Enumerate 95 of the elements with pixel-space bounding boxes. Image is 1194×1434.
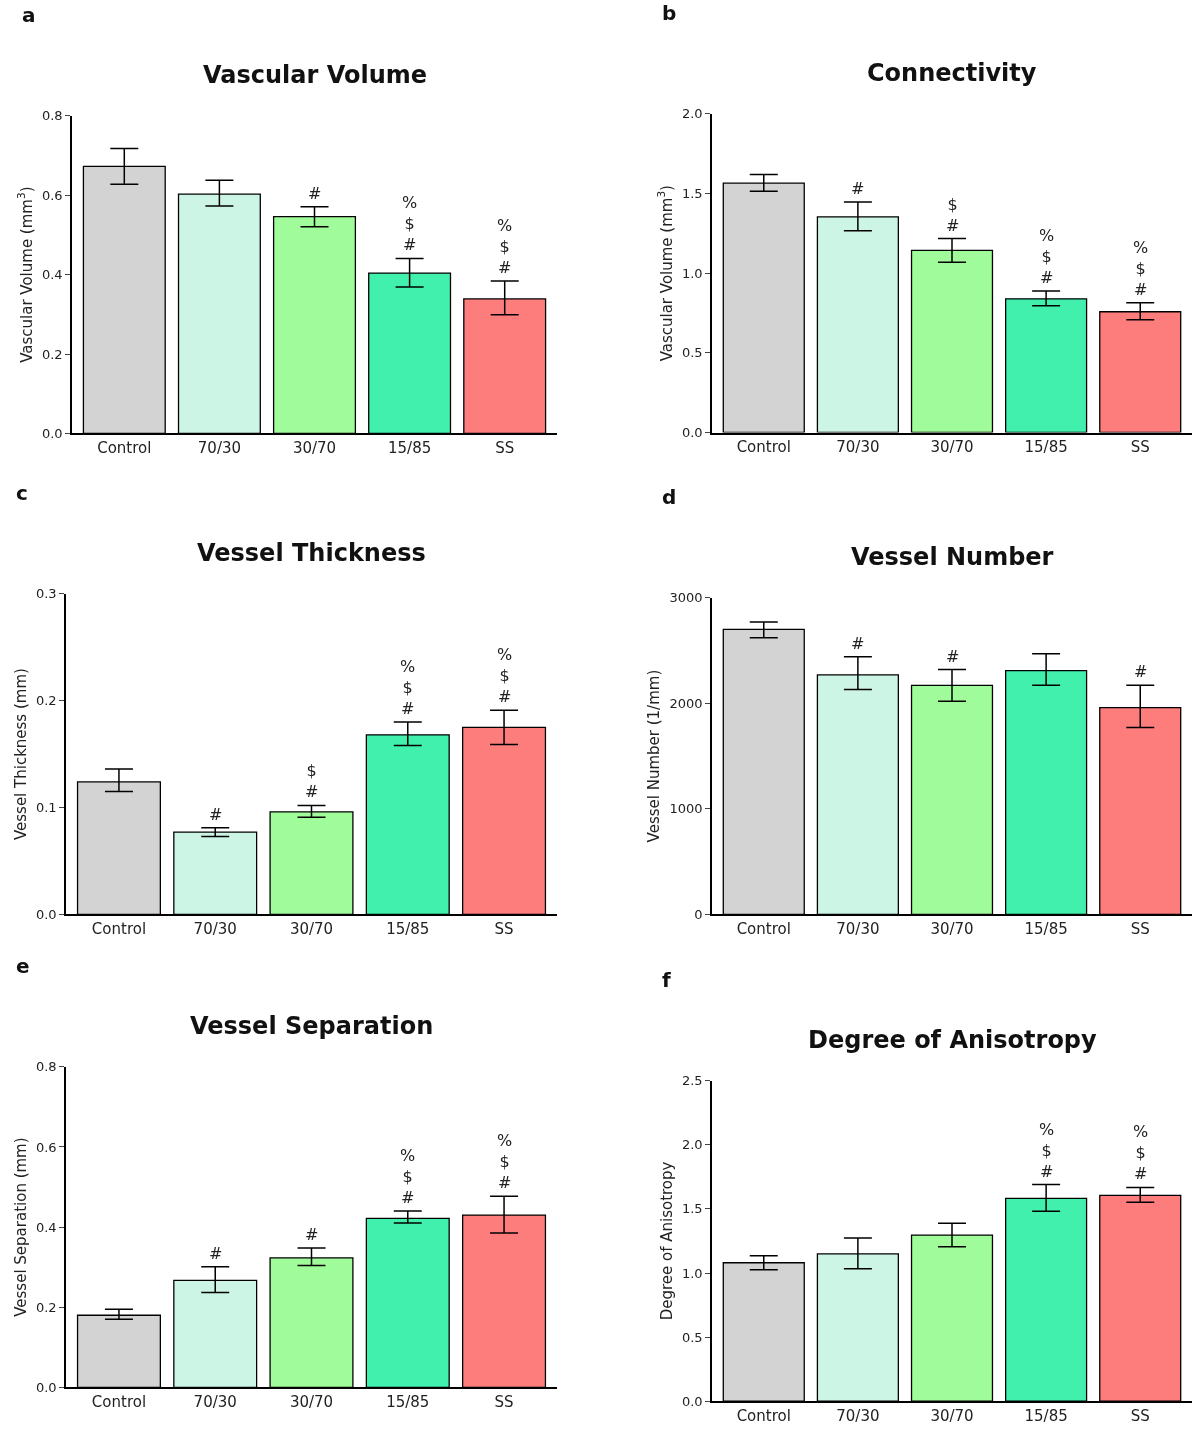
- x-tick-label: Control: [91, 1393, 147, 1412]
- annotation: % $ #: [1133, 238, 1149, 299]
- x-tick-label: 30/70: [930, 438, 974, 457]
- x-tick-label: SS: [495, 439, 515, 458]
- text: b: [662, 1, 677, 25]
- y-tick-label: 0: [694, 906, 703, 922]
- annotation: % $ #: [400, 1146, 416, 1207]
- y-tick-label: 2000: [669, 695, 703, 711]
- y-tick-label: 1.5: [681, 1201, 703, 1217]
- y-tick-label: 0.1: [35, 800, 57, 816]
- y-tick-label: 0.4: [35, 1219, 57, 1235]
- y-tick-label: 2.0: [681, 1137, 703, 1153]
- annotation: #: [209, 1244, 223, 1263]
- y-tick-label: 0.5: [681, 1329, 703, 1345]
- text: e: [16, 954, 30, 978]
- y-tick-label: 0.3: [35, 586, 57, 602]
- chart-title: Vessel Separation: [190, 1012, 434, 1040]
- y-tick-label: 2.5: [681, 1073, 703, 1089]
- x-tick-label: 30/70: [930, 920, 974, 939]
- x-tick-label: 30/70: [289, 1393, 334, 1412]
- y-tick-label: 1.0: [681, 265, 703, 281]
- y-tick-label: 1000: [669, 801, 703, 817]
- x-tick-label: Control: [736, 1407, 791, 1426]
- x-tick-label: 30/70: [289, 920, 334, 939]
- y-tick-label: 0.6: [35, 1139, 57, 1155]
- y-tick-label: 3000: [669, 590, 703, 606]
- y-tick-label: 0.0: [41, 426, 63, 442]
- annotation: % $ #: [497, 1131, 513, 1192]
- text: d: [662, 485, 677, 509]
- chart-title: Vessel Thickness: [197, 539, 426, 567]
- x-tick-label: 70/30: [193, 1393, 237, 1412]
- y-axis-title: Degree of Anisotropy: [657, 1161, 676, 1321]
- x-tick-label: 15/85: [387, 439, 432, 458]
- chart-title: Degree of Anisotropy: [808, 1026, 1098, 1054]
- annotation: #: [308, 184, 322, 203]
- annotation: % $ #: [1039, 226, 1055, 287]
- text: a: [22, 3, 36, 27]
- y-tick-label: 0.2: [41, 346, 63, 362]
- annotation: #: [1134, 662, 1148, 681]
- y-tick-label: 0.0: [681, 425, 703, 441]
- chart-title: Vascular Volume: [203, 61, 428, 89]
- x-tick-label: 15/85: [1024, 920, 1068, 939]
- y-tick-label: 1.0: [681, 1265, 703, 1281]
- chart-title: Vessel Number: [851, 543, 1054, 571]
- x-tick-label: Control: [91, 920, 147, 939]
- x-tick-label: 15/85: [386, 1393, 430, 1412]
- y-tick-label: 0.4: [41, 267, 63, 283]
- x-tick-label: Control: [97, 439, 152, 458]
- y-tick-label: 0.6: [41, 187, 63, 203]
- y-tick-label: 0.5: [681, 345, 703, 361]
- annotation: % $ #: [1039, 1120, 1055, 1181]
- text: c: [16, 481, 28, 505]
- y-tick-label: 0.0: [681, 1393, 703, 1409]
- annotation: % $ #: [1133, 1122, 1149, 1183]
- annotation: % $ #: [497, 216, 513, 277]
- x-tick-label: 70/30: [193, 920, 237, 939]
- x-tick-label: 15/85: [1024, 438, 1068, 457]
- x-tick-label: SS: [494, 1393, 514, 1412]
- annotation: #: [851, 179, 865, 198]
- chart-title: Connectivity: [867, 59, 1037, 87]
- x-tick-label: SS: [1130, 438, 1150, 457]
- annotation: % $ #: [497, 645, 513, 706]
- x-tick-label: 30/70: [292, 439, 337, 458]
- y-tick-label: 1.5: [681, 186, 703, 202]
- y-tick-label: 0.8: [35, 1059, 57, 1075]
- annotation: #: [946, 647, 960, 666]
- annotation: #: [305, 1225, 319, 1244]
- y-tick-label: 0.2: [35, 1299, 57, 1315]
- x-tick-label: 30/70: [930, 1407, 974, 1426]
- x-tick-label: 70/30: [197, 439, 242, 458]
- x-tick-label: Control: [736, 438, 791, 457]
- annotation: % $ #: [400, 657, 416, 718]
- x-tick-label: SS: [1130, 1407, 1150, 1426]
- y-axis-title: Vessel Number (1/mm): [645, 669, 664, 843]
- annotation: $ #: [946, 195, 960, 235]
- x-tick-label: 70/30: [836, 1407, 880, 1426]
- y-tick-label: 2.0: [681, 106, 703, 122]
- x-tick-label: SS: [1130, 920, 1150, 939]
- y-tick-label: 0.0: [35, 1379, 57, 1395]
- y-tick-label: 0.0: [35, 906, 57, 922]
- y-tick-label: 0.2: [35, 693, 57, 709]
- x-tick-label: 15/85: [1024, 1407, 1068, 1426]
- x-tick-label: 70/30: [836, 920, 880, 939]
- text: f: [662, 968, 671, 992]
- annotation: % $ #: [402, 193, 418, 254]
- y-axis-title: Vessel Thickness (mm): [11, 668, 30, 841]
- annotation: #: [209, 805, 223, 824]
- x-tick-label: Control: [736, 920, 791, 939]
- y-axis-title: Vessel Separation (mm): [11, 1137, 30, 1317]
- annotation: $ #: [305, 761, 319, 801]
- x-tick-label: 15/85: [386, 920, 430, 939]
- x-tick-label: SS: [494, 920, 514, 939]
- annotation: #: [851, 634, 865, 653]
- x-tick-label: 70/30: [836, 438, 880, 457]
- y-tick-label: 0.8: [41, 108, 63, 124]
